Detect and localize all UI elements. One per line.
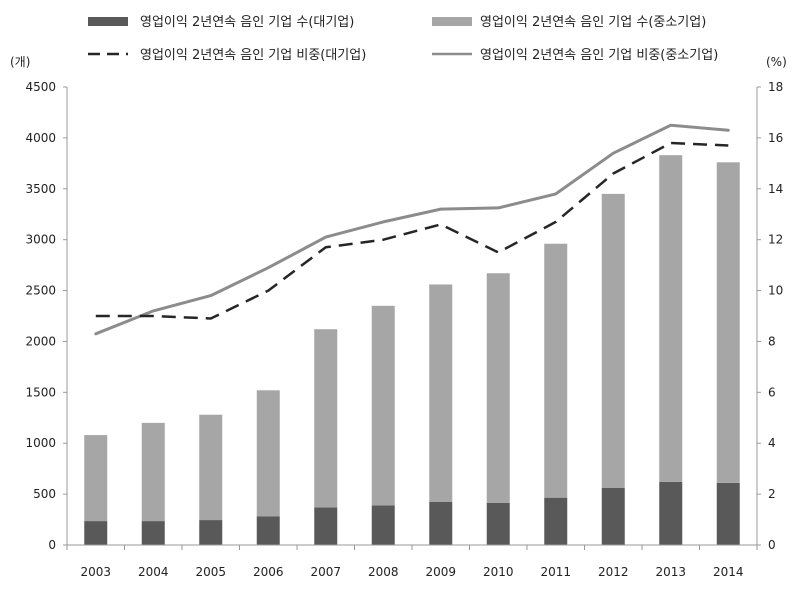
bar-sme-2005 [199, 414, 223, 521]
right-axis-ticks: 0 2 4 6 8 10 12 14 16 18 [757, 80, 783, 552]
line-sme-share [94, 123, 730, 336]
right-tick-label: 6 [768, 385, 776, 399]
bar-large-firm-2009 [429, 501, 453, 545]
line-large-firm-share [95, 141, 729, 320]
bar-large-firm-2011 [544, 497, 568, 545]
bar-large-firm-2014 [716, 482, 740, 545]
legend-label-large-firm-share: 영업이익 2년연속 음인 기업 비중(대기업) [140, 48, 366, 63]
left-axis-unit: (개) [10, 55, 30, 69]
bar-large-firm-2005 [199, 520, 223, 545]
x-tick-label: 2006 [253, 565, 284, 579]
legend: 영업이익 2년연속 음인 기업 수(대기업) 영업이익 2년연속 음인 기업 수… [88, 15, 718, 63]
x-axis-ticks: 2003 2004 2005 2006 2007 2008 2009 2010 2011 2012… [66, 545, 758, 579]
x-tick-label: 2011 [540, 565, 571, 579]
x-tick-label: 2013 [655, 565, 686, 579]
left-tick-label: 4000 [25, 131, 56, 145]
left-tick-label: 3500 [25, 182, 56, 196]
bar-group [84, 155, 740, 545]
legend-label-large-firm-count: 영업이익 2년연속 음인 기업 수(대기업) [140, 15, 354, 30]
bar-sme-2010 [486, 273, 510, 503]
left-tick-label: 4500 [25, 80, 56, 94]
x-tick-label: 2014 [713, 565, 744, 579]
bar-sme-2004 [141, 422, 165, 522]
legend-label-sme-count: 영업이익 2년연속 음인 기업 수(중소기업) [480, 15, 706, 30]
bar-sme-2014 [716, 162, 740, 483]
x-tick-label: 2007 [310, 565, 341, 579]
right-tick-label: 14 [768, 182, 783, 196]
right-tick-label: 0 [768, 538, 776, 552]
left-tick-label: 0 [48, 538, 56, 552]
bar-large-firm-2003 [84, 521, 108, 545]
legend-swatch-sme-count [432, 17, 472, 26]
x-tick-label: 2009 [425, 565, 456, 579]
line-group [94, 123, 730, 336]
x-tick-label: 2003 [80, 565, 111, 579]
left-tick-label: 1000 [25, 436, 56, 450]
bar-sme-2006 [256, 390, 280, 517]
right-tick-label: 8 [768, 334, 776, 348]
x-tick-label: 2012 [598, 565, 629, 579]
legend-swatch-large-firm-count [88, 17, 128, 26]
left-tick-label: 3000 [25, 233, 56, 247]
left-tick-label: 1500 [25, 385, 56, 399]
bar-large-firm-2010 [486, 502, 510, 545]
legend-label-sme-share: 영업이익 2년연속 음인 기업 비중(중소기업) [480, 48, 718, 63]
legend-item-sme-share: 영업이익 2년연속 음인 기업 비중(중소기업) [432, 48, 718, 63]
bar-sme-2012 [601, 193, 625, 489]
right-tick-label: 10 [768, 284, 783, 298]
x-tick-label: 2004 [138, 565, 169, 579]
legend-item-large-firm-share: 영업이익 2년연속 음인 기업 비중(대기업) [88, 48, 366, 63]
x-tick-label: 2010 [483, 565, 514, 579]
legend-item-sme-count: 영업이익 2년연속 음인 기업 수(중소기업) [432, 15, 706, 30]
bar-sme-2013 [659, 155, 683, 482]
right-tick-label: 16 [768, 131, 783, 145]
bar-sme-2003 [84, 435, 108, 522]
right-tick-label: 4 [768, 436, 776, 450]
bar-large-firm-2006 [256, 516, 280, 545]
right-tick-label: 18 [768, 80, 783, 94]
right-tick-label: 2 [768, 487, 776, 501]
left-tick-label: 2000 [25, 334, 56, 348]
bar-large-firm-2004 [141, 521, 165, 545]
legend-item-large-firm-count: 영업이익 2년연속 음인 기업 수(대기업) [88, 15, 354, 30]
bar-sme-2008 [371, 305, 395, 506]
x-tick-label: 2008 [368, 565, 399, 579]
bar-large-firm-2008 [371, 505, 395, 545]
bar-large-firm-2013 [659, 481, 683, 545]
left-axis-ticks: 0 500 1000 1500 2000 2500 3000 3500 4000 4500 [25, 80, 67, 552]
x-tick-label: 2005 [195, 565, 226, 579]
bar-sme-2011 [544, 243, 568, 498]
bar-sme-2007 [314, 329, 338, 508]
bar-large-firm-2012 [601, 488, 625, 545]
right-axis-unit: (%) [766, 55, 787, 69]
left-tick-label: 500 [33, 487, 56, 501]
left-tick-label: 2500 [25, 284, 56, 298]
bar-large-firm-2007 [314, 507, 338, 545]
bar-sme-2009 [429, 284, 453, 502]
right-tick-label: 12 [768, 233, 783, 247]
